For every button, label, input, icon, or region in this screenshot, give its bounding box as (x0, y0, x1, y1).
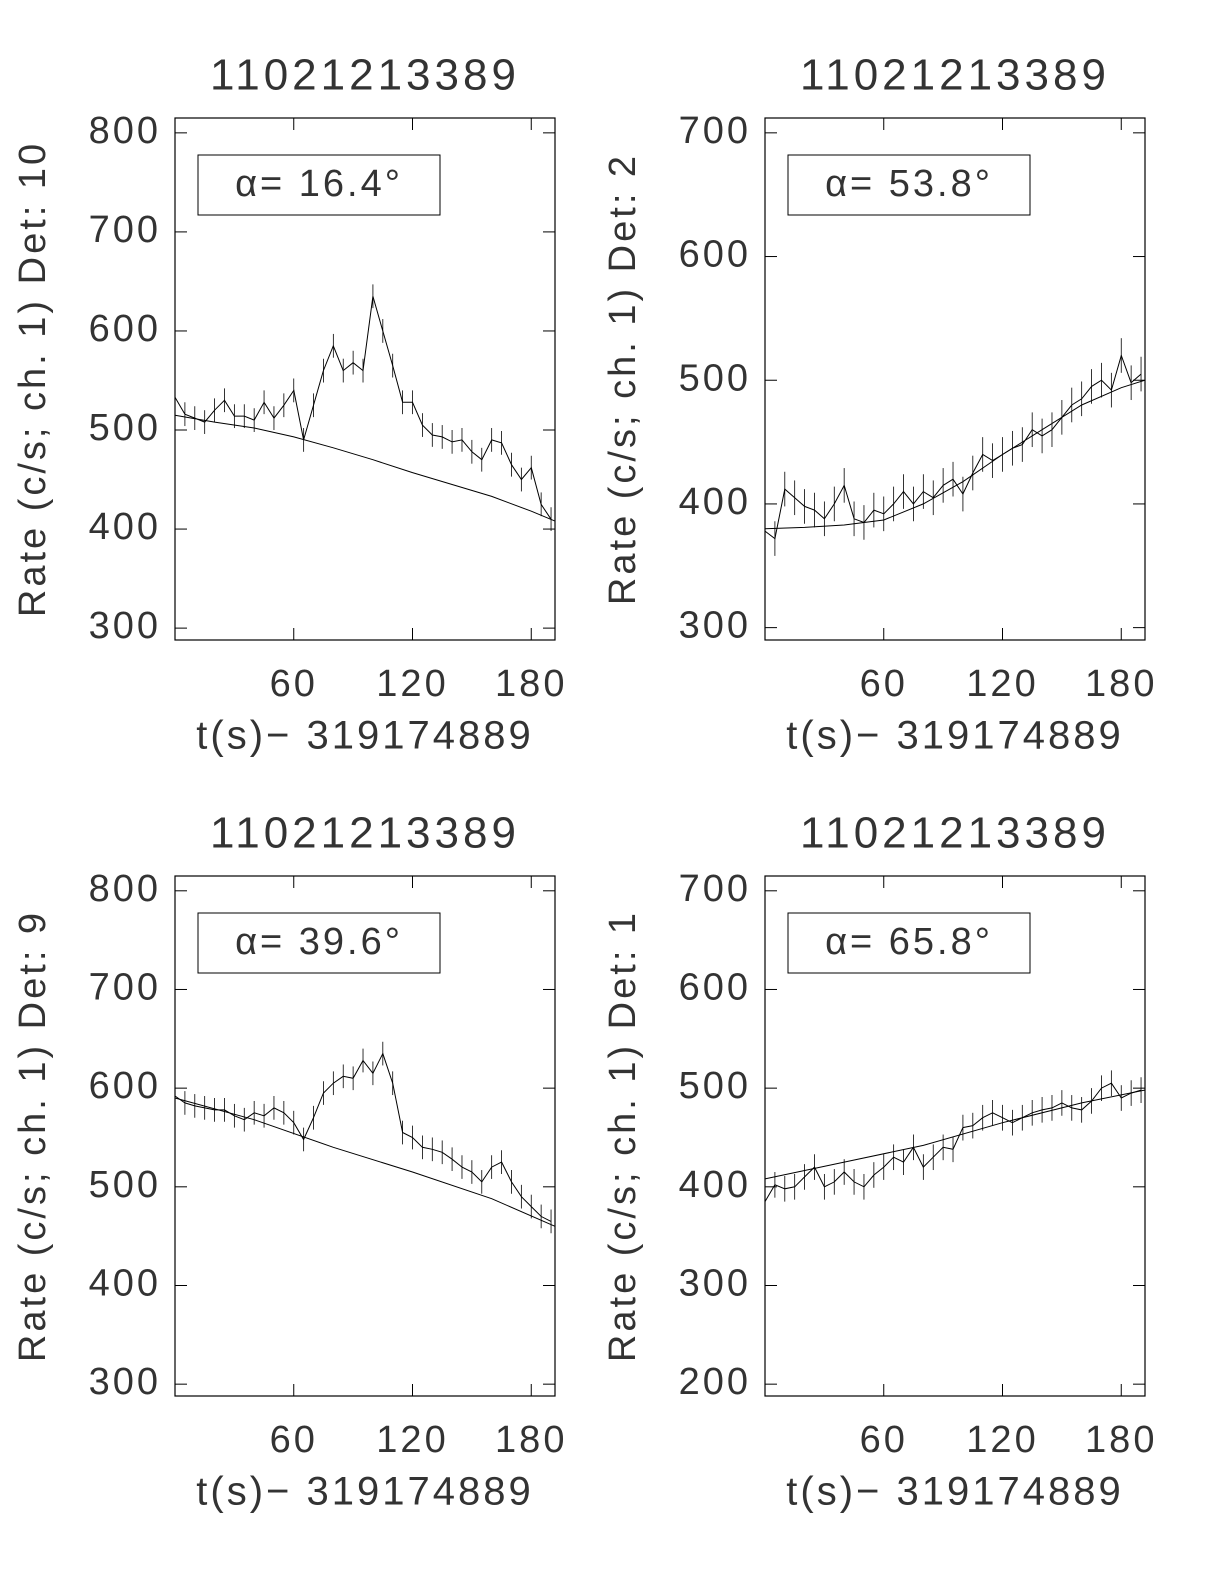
y-tick-label: 700 (89, 209, 161, 251)
annotation-box (787, 154, 1031, 216)
data-line (764, 353, 1142, 540)
fit-line (764, 1089, 1146, 1180)
x-axis-label: t(s)− 319174889 (786, 1470, 1123, 1514)
x-tick-label: 120 (376, 663, 448, 705)
y-tick-label: 200 (679, 1361, 751, 1403)
fit-line (174, 414, 556, 522)
plot-frame (174, 875, 556, 1397)
y-tick-label: 500 (679, 1065, 751, 1107)
y-axis-label: Rate (c/s; ch. 1) Det: 1 (602, 910, 644, 1362)
x-tick-label: 180 (495, 1419, 567, 1461)
y-tick-label: 600 (89, 308, 161, 350)
annotation: α= 39.6° (235, 921, 403, 963)
x-axis-label: t(s)− 319174889 (196, 1470, 533, 1514)
fit-line (764, 379, 1146, 530)
y-tick-label: 500 (89, 407, 161, 449)
x-tick-label: 120 (966, 1419, 1038, 1461)
x-tick-label: 60 (860, 663, 908, 705)
panel: 11021213389 t(s)− 319174889 Rate (c/s; ch.… (602, 51, 1157, 758)
y-tick-label: 400 (89, 1263, 161, 1305)
x-tick-label: 180 (1085, 663, 1157, 705)
y-tick-label: 500 (679, 357, 751, 399)
y-tick-label: 400 (679, 481, 751, 523)
annotation-box (197, 154, 441, 216)
x-tick-label: 120 (966, 663, 1038, 705)
chart-title: 11021213389 (800, 51, 1110, 100)
chart-title: 11021213389 (210, 51, 520, 100)
plot-frame (764, 875, 1146, 1397)
panel: 11021213389 t(s)− 319174889 Rate (c/s; ch.… (12, 809, 567, 1514)
annotation: α= 65.8° (825, 921, 993, 963)
data-line (764, 1082, 1142, 1202)
y-tick-label: 400 (679, 1164, 751, 1206)
y-tick-label: 400 (89, 506, 161, 548)
x-tick-label: 60 (860, 1419, 908, 1461)
y-axis-label: Rate (c/s; ch. 1) Det: 10 (12, 141, 54, 617)
y-tick-label: 500 (89, 1164, 161, 1206)
x-axis-label: t(s)− 319174889 (786, 714, 1123, 758)
x-tick-label: 180 (1085, 1419, 1157, 1461)
y-tick-label: 800 (89, 110, 161, 152)
y-tick-label: 700 (679, 868, 751, 910)
y-tick-label: 300 (679, 605, 751, 647)
panel: 11021213389 t(s)− 319174889 Rate (c/s; ch.… (602, 809, 1157, 1514)
y-tick-label: 600 (679, 234, 751, 276)
y-axis-label: Rate (c/s; ch. 1) Det: 9 (12, 910, 54, 1362)
annotation-box (787, 912, 1031, 974)
x-tick-label: 60 (270, 663, 318, 705)
fit-line (174, 1097, 556, 1227)
x-axis-label: t(s)− 319174889 (196, 714, 533, 758)
y-tick-label: 700 (679, 110, 751, 152)
chart-title: 11021213389 (210, 809, 520, 858)
y-axis-label: Rate (c/s; ch. 1) Det: 2 (602, 153, 644, 605)
y-tick-label: 800 (89, 868, 161, 910)
annotation: α= 16.4° (235, 163, 403, 205)
data-line (174, 296, 552, 520)
y-tick-label: 600 (89, 1065, 161, 1107)
y-tick-label: 300 (89, 1361, 161, 1403)
chart-title: 11021213389 (800, 809, 1110, 858)
x-tick-label: 120 (376, 1419, 448, 1461)
y-tick-label: 700 (89, 967, 161, 1009)
x-tick-label: 180 (495, 663, 567, 705)
annotation: α= 53.8° (825, 163, 993, 205)
data-line (174, 1052, 552, 1222)
y-tick-label: 600 (679, 967, 751, 1009)
y-tick-label: 300 (89, 605, 161, 647)
y-tick-label: 300 (679, 1263, 751, 1305)
plot-frame (174, 117, 556, 641)
x-tick-label: 60 (270, 1419, 318, 1461)
plot-frame (764, 117, 1146, 641)
annotation-box (197, 912, 441, 974)
panel: 11021213389 t(s)− 319174889 Rate (c/s; ch.… (12, 51, 567, 758)
